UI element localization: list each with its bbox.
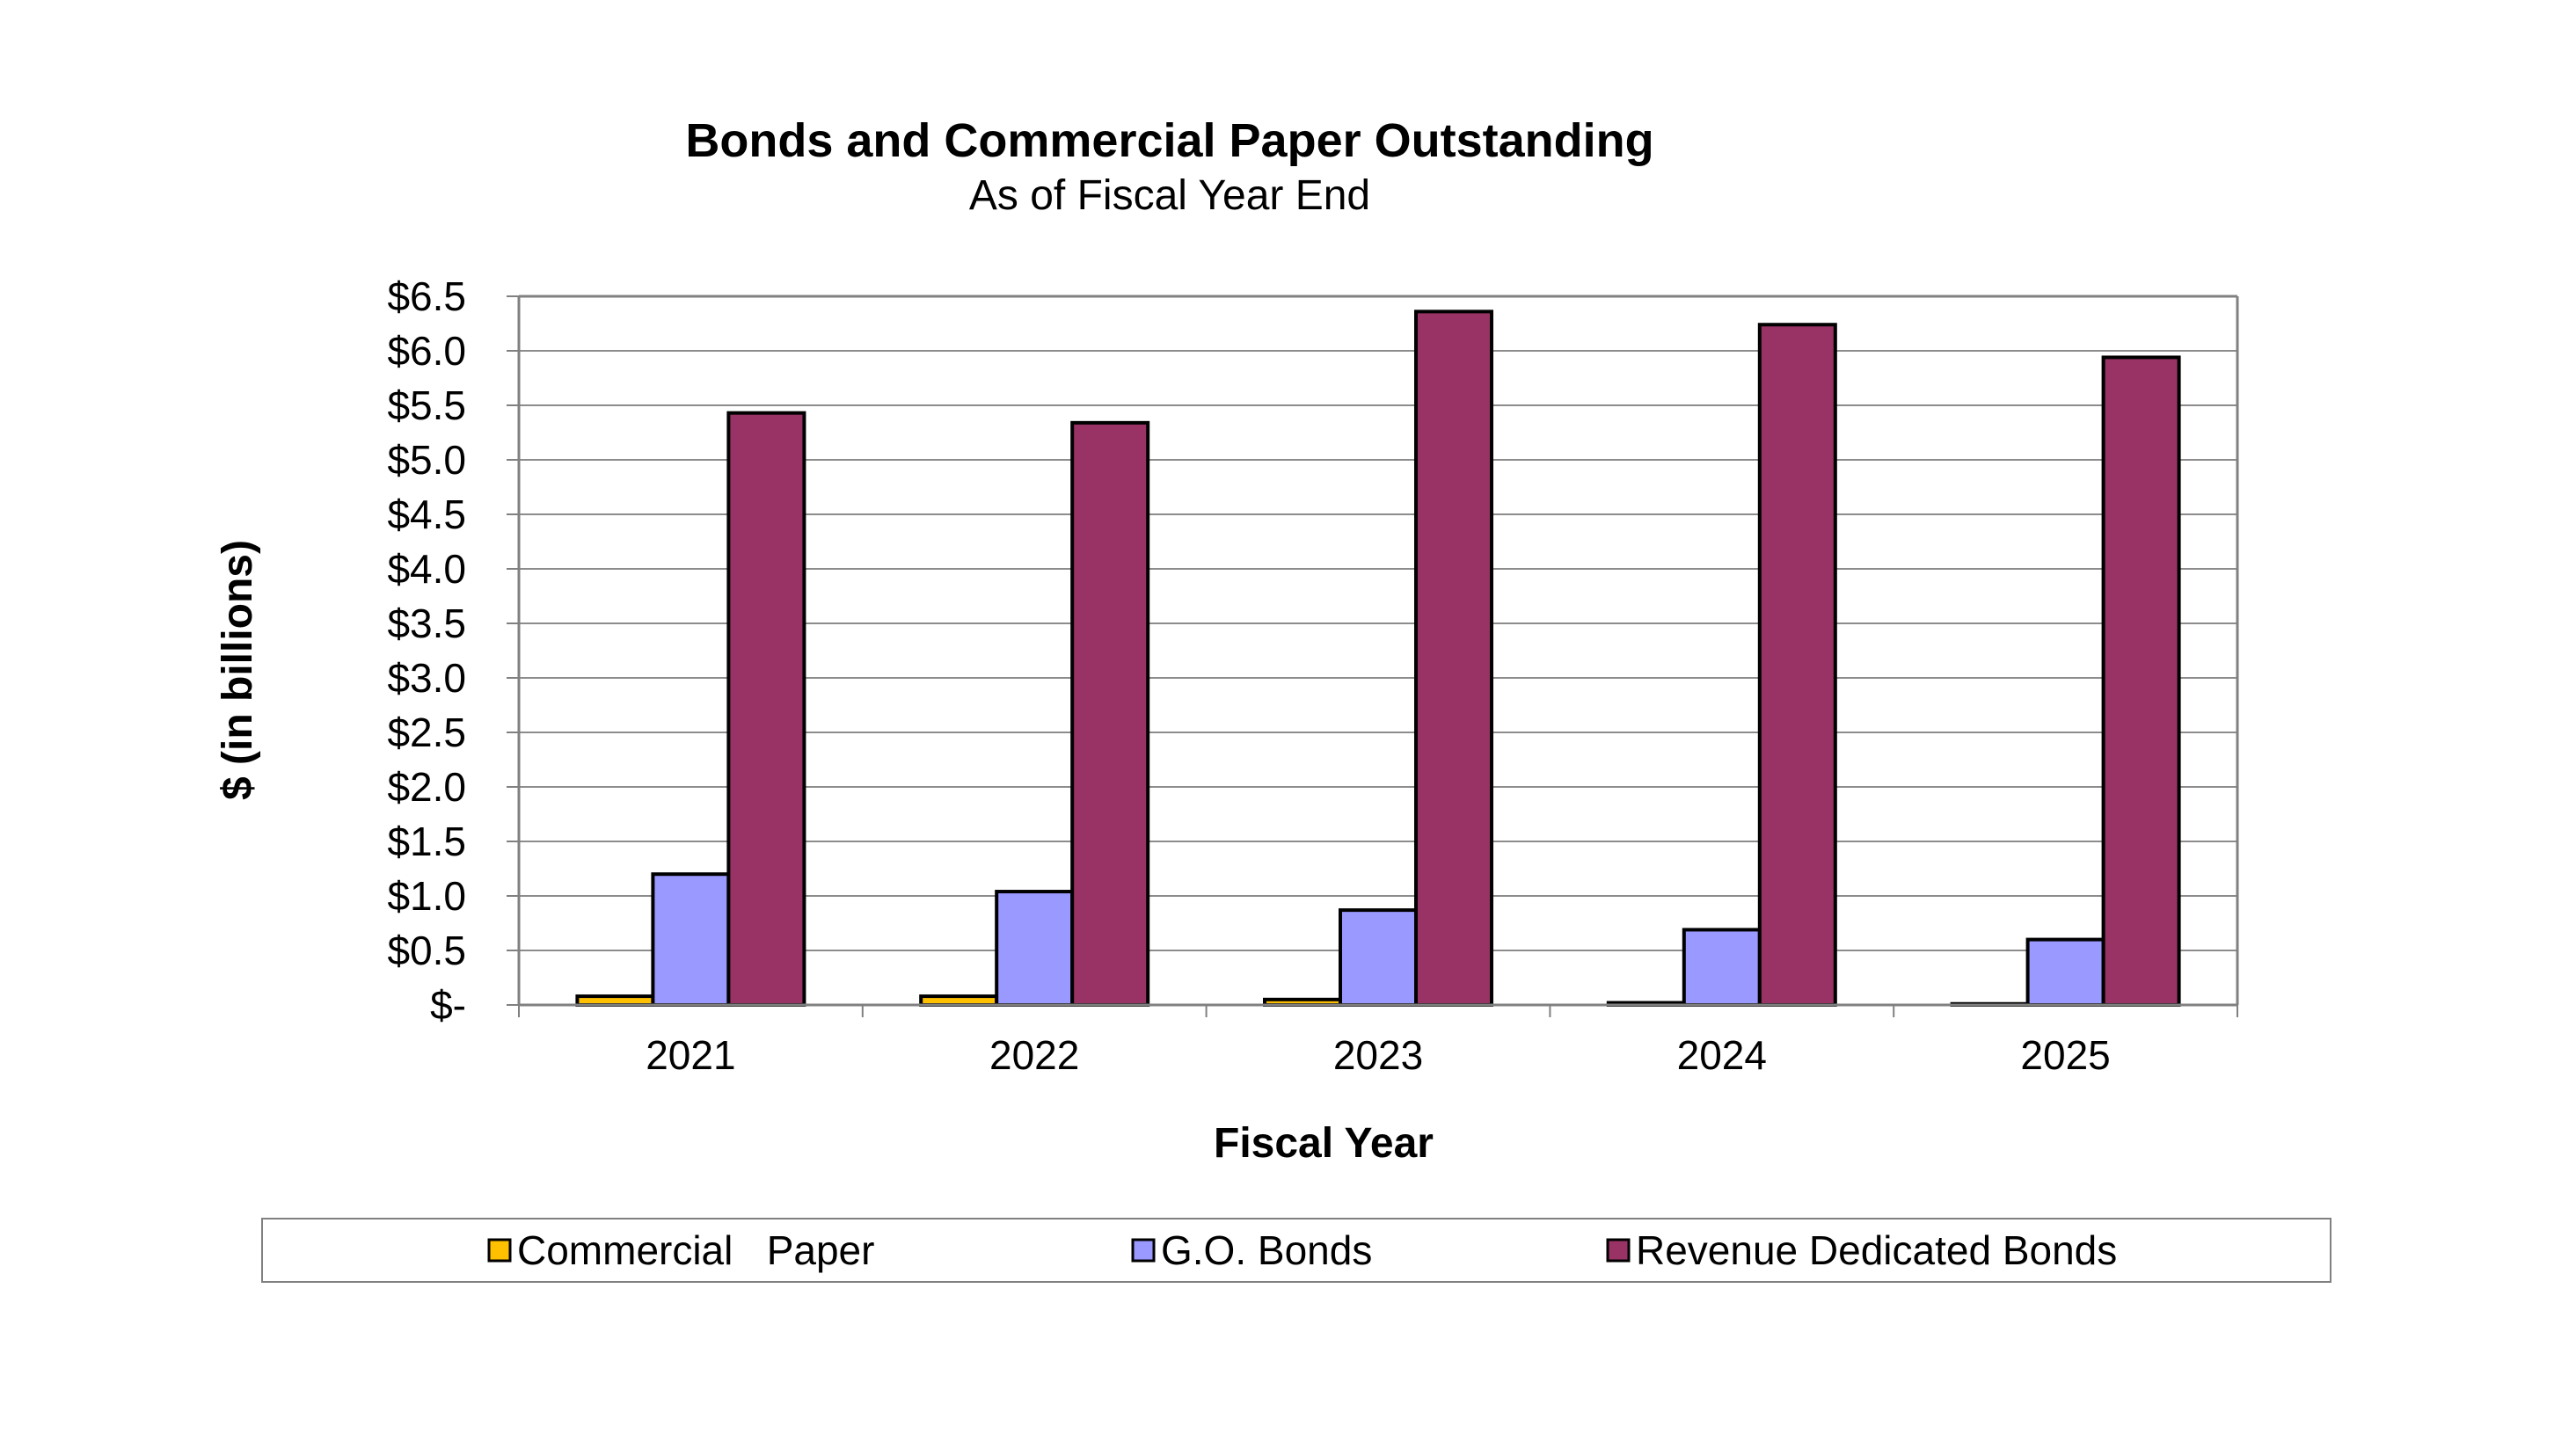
x-tick-label: 2025 (2020, 1032, 2110, 1078)
bar-revenue-dedicated-bonds-2023 (1414, 309, 1493, 1007)
bar-revenue-dedicated-bonds-2021 (726, 411, 806, 1007)
y-tick-label: $2.0 (387, 764, 466, 810)
axes (507, 295, 2239, 1017)
y-tick-label: $6.5 (387, 273, 466, 319)
chart-subtitle: As of Fiscal Year End (969, 172, 1370, 219)
bar-g-o-bonds-2024 (1682, 928, 1762, 1007)
chart-title: Bonds and Commercial Paper Outstanding (685, 114, 1653, 167)
y-tick-labels: $- $0.5 $1.0 $1.5 $2.0 $2.5 $3.0 $3.5 $4.0 $4.5 $5… (387, 273, 466, 1028)
x-tick-label: 2023 (1333, 1032, 1423, 1078)
bar-revenue-dedicated-bonds-2025 (2101, 355, 2181, 1007)
legend-swatch (1131, 1238, 1156, 1263)
y-tick-label: $3.0 (387, 655, 466, 701)
bar-revenue-dedicated-bonds-2022 (1070, 420, 1150, 1007)
y-tick-label: $1.5 (387, 819, 466, 864)
bar-revenue-dedicated-bonds-2024 (1757, 323, 1837, 1007)
legend-label: G.O. Bonds (1161, 1227, 1372, 1273)
x-tick-labels: 2021 2022 2023 2024 2025 (646, 1032, 2111, 1078)
y-tick-label: $2.5 (387, 710, 466, 755)
x-axis-label: Fiscal Year (1214, 1120, 1434, 1167)
bar-g-o-bonds-2025 (2025, 937, 2105, 1007)
x-tick-label: 2021 (646, 1032, 735, 1078)
y-tick-label: $5.0 (387, 437, 466, 483)
y-tick-label: $3.5 (387, 601, 466, 646)
legend-box (261, 1218, 2331, 1283)
legend-label: Revenue Dedicated Bonds (1636, 1227, 2117, 1273)
y-tick-label: $5.5 (387, 382, 466, 428)
y-tick-label: $6.0 (387, 328, 466, 374)
legend-swatch (487, 1238, 512, 1263)
y-tick-label: $- (430, 982, 466, 1028)
y-tick-label: $4.0 (387, 546, 466, 592)
bars (575, 309, 2181, 1008)
y-tick-label: $4.5 (387, 491, 466, 537)
y-axis-label: $ (in billions) (215, 540, 261, 800)
y-tick-label: $0.5 (387, 928, 466, 973)
bar-g-o-bonds-2021 (651, 872, 731, 1008)
bar-g-o-bonds-2023 (1339, 908, 1418, 1007)
legend-label: Commercial Paper (517, 1227, 874, 1273)
bar-g-o-bonds-2022 (995, 890, 1075, 1007)
legend: Commercial Paper G.O. Bonds Revenue Dedica… (261, 1218, 2331, 1283)
y-tick-label: $1.0 (387, 873, 466, 919)
x-tick-label: 2024 (1677, 1032, 1767, 1078)
x-tick-label: 2022 (989, 1032, 1079, 1078)
legend-swatch (1606, 1238, 1631, 1263)
